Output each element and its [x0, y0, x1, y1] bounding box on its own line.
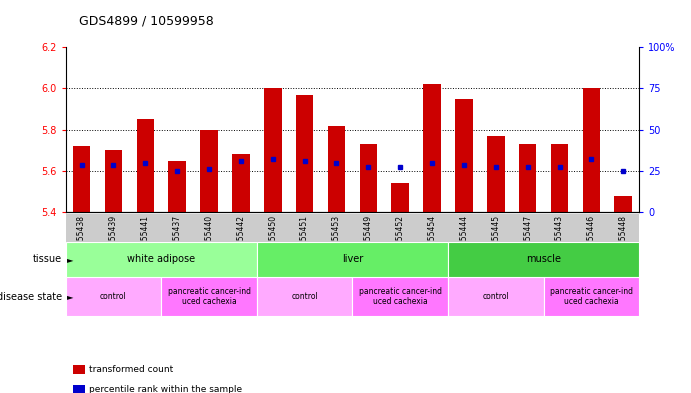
Bar	[296, 95, 314, 212]
Text: white adipose: white adipose	[127, 254, 196, 264]
Bar	[66, 277, 161, 316]
Bar	[614, 196, 632, 212]
Bar	[448, 277, 544, 316]
Bar	[352, 277, 448, 316]
Bar	[391, 184, 409, 212]
Bar	[544, 277, 639, 316]
Text: disease state: disease state	[0, 292, 62, 302]
Bar	[73, 146, 91, 212]
Bar	[200, 130, 218, 212]
Bar	[137, 119, 154, 212]
Bar	[551, 144, 568, 212]
Bar	[264, 88, 281, 212]
Text: liver: liver	[342, 254, 363, 264]
Text: pancreatic cancer-ind
uced cachexia: pancreatic cancer-ind uced cachexia	[550, 287, 633, 307]
Text: control: control	[100, 292, 127, 301]
Bar	[328, 126, 346, 212]
Bar	[232, 154, 249, 212]
Text: control: control	[482, 292, 509, 301]
Text: pancreatic cancer-ind
uced cachexia: pancreatic cancer-ind uced cachexia	[167, 287, 251, 307]
Bar	[257, 277, 352, 316]
Text: tissue: tissue	[33, 254, 62, 264]
Bar	[583, 88, 600, 212]
Bar	[161, 277, 257, 316]
Bar	[487, 136, 504, 212]
Text: pancreatic cancer-ind
uced cachexia: pancreatic cancer-ind uced cachexia	[359, 287, 442, 307]
Bar	[455, 99, 473, 212]
Bar	[104, 151, 122, 212]
Text: ►: ►	[67, 292, 73, 301]
Bar	[66, 242, 257, 277]
Text: percentile rank within the sample: percentile rank within the sample	[89, 385, 243, 393]
Bar	[448, 242, 639, 277]
Bar	[519, 144, 536, 212]
Text: muscle: muscle	[526, 254, 561, 264]
Bar	[169, 161, 186, 212]
Bar	[257, 242, 448, 277]
Text: GDS4899 / 10599958: GDS4899 / 10599958	[79, 15, 214, 28]
Text: control: control	[291, 292, 318, 301]
Text: transformed count: transformed count	[89, 365, 173, 374]
Bar	[424, 84, 441, 212]
Text: ►: ►	[67, 255, 73, 264]
Bar	[359, 144, 377, 212]
